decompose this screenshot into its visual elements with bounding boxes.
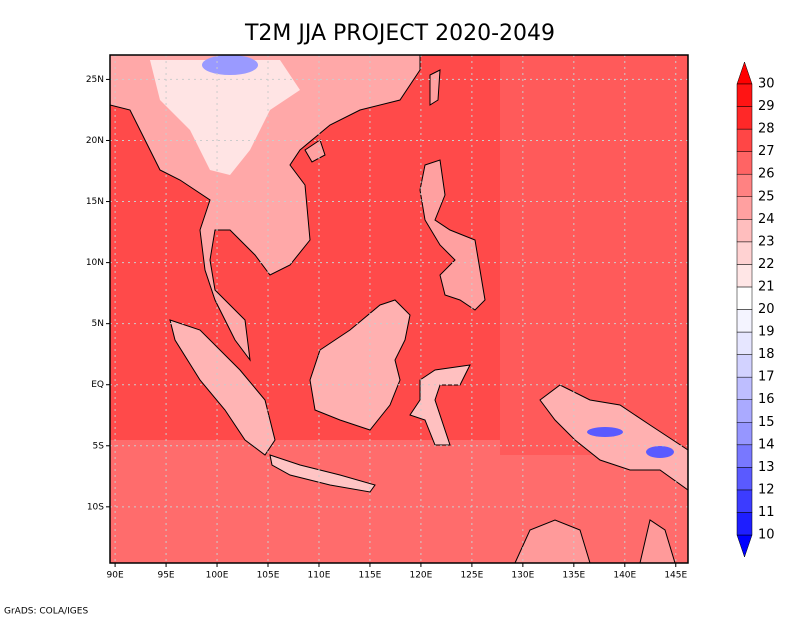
- colorbar-segment: [736, 264, 753, 288]
- ocean-field-east: [500, 55, 688, 455]
- colorbar-segment: [736, 354, 753, 378]
- colorbar-segment: [736, 241, 753, 265]
- colorbar-segment: [736, 196, 753, 220]
- colorbar-label: 21: [758, 279, 775, 294]
- y-tick-label: 10N: [86, 258, 104, 268]
- colorbar-segment: [736, 219, 753, 243]
- colorbar-label: 22: [758, 257, 775, 272]
- colorbar-segment: [736, 399, 753, 423]
- x-tick-label: 115E: [359, 571, 382, 581]
- borneo: [309, 299, 411, 431]
- x-tick-label: 105E: [257, 571, 280, 581]
- x-tick-label: 125E: [460, 571, 483, 581]
- y-tick-label: 25N: [86, 75, 104, 85]
- colorbar-segment: [736, 309, 753, 333]
- mainland: [109, 54, 421, 362]
- x-tick-label: 100E: [206, 571, 229, 581]
- colorbar-label: 26: [758, 167, 775, 182]
- colorbar-label: 20: [758, 302, 775, 317]
- colorbar: 10 11 12 13 14 15 16 17 18 19 20 21 22 23 24 25 26 27 28 29…: [736, 61, 775, 558]
- x-tick-label: 130E: [511, 571, 534, 581]
- colorbar-segment: [736, 106, 753, 130]
- colorbar-end: [736, 534, 753, 558]
- y-tick-label: EQ: [91, 380, 104, 390]
- colorbar-segment: [736, 151, 753, 175]
- colorbar-label: 15: [758, 415, 775, 430]
- footer: GrADS: COLA/IGES: [4, 607, 88, 617]
- colorbar-label: 18: [758, 347, 775, 362]
- y-tick-label: 15N: [86, 197, 104, 207]
- colorbar-label: 17: [758, 370, 775, 385]
- highland: [150, 60, 300, 175]
- colorbar-label: 27: [758, 144, 775, 159]
- y-tick-label: 10S: [87, 502, 104, 512]
- ocean-field-south: [110, 440, 688, 563]
- cold-spot: [202, 55, 258, 75]
- cold-spot: [646, 446, 674, 458]
- colorbar-label: 10: [758, 528, 775, 543]
- y-tick-label: 5S: [93, 441, 105, 451]
- colorbar-end: [736, 61, 753, 85]
- colorbar-segment: [736, 83, 753, 107]
- map-title: T2M JJA PROJECT 2020-2049: [244, 21, 555, 46]
- x-tick-label: 110E: [308, 571, 331, 581]
- x-tick-label: 135E: [562, 571, 585, 581]
- colorbar-segment: [736, 467, 753, 491]
- colorbar-label: 14: [758, 437, 775, 452]
- x-tick-label: 120E: [409, 571, 432, 581]
- grid: [110, 55, 688, 563]
- sulawesi: [409, 364, 471, 446]
- java: [269, 454, 376, 493]
- colorbar-label: 24: [758, 212, 775, 227]
- colorbar-segment: [736, 376, 753, 400]
- colorbar-label: 25: [758, 189, 775, 204]
- map-field: [109, 54, 689, 564]
- hainan: [304, 139, 326, 163]
- philippines: [419, 159, 486, 311]
- taiwan: [429, 69, 441, 106]
- colorbar-segment: [736, 512, 753, 536]
- sumatra: [169, 319, 276, 456]
- colorbar-label: 19: [758, 325, 775, 340]
- x-tick-label: 140E: [613, 571, 636, 581]
- colorbar-segment: [736, 128, 753, 152]
- x-tick-label: 95E: [157, 571, 174, 581]
- map-frame: [109, 54, 689, 564]
- colorbar-segment: [736, 489, 753, 513]
- y-tick-label: 5N: [92, 319, 104, 329]
- colorbar-label: 16: [758, 392, 775, 407]
- x-tick-label: 145E: [664, 571, 687, 581]
- x-tick-label: 90E: [107, 571, 124, 581]
- y-tick-label: 20N: [86, 136, 104, 146]
- colorbar-label: 30: [758, 77, 775, 92]
- colorbar-label: 29: [758, 99, 775, 114]
- colorbar-label: 11: [758, 505, 775, 520]
- colorbar-label: 12: [758, 482, 775, 497]
- colorbar-label: 23: [758, 234, 775, 249]
- colorbar-segment: [736, 173, 753, 197]
- colorbar-segment: [736, 286, 753, 310]
- colorbar-label: 13: [758, 460, 775, 475]
- colorbar-segment: [736, 444, 753, 468]
- cold-spot: [587, 427, 623, 437]
- colorbar-segment: [736, 331, 753, 355]
- colorbar-label: 28: [758, 122, 775, 137]
- colorbar-segment: [736, 422, 753, 446]
